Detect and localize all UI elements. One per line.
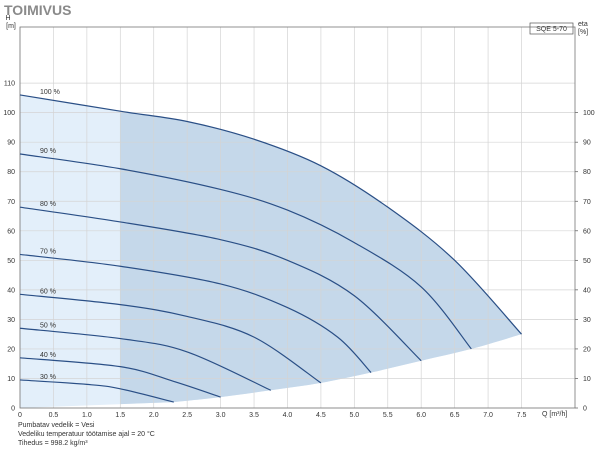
y-tick-label: 100 xyxy=(3,110,15,117)
curve-label: 50 % xyxy=(40,322,56,329)
x-tick-label: 2.5 xyxy=(182,412,192,419)
product-box xyxy=(529,22,574,35)
curve-label: 90 % xyxy=(40,148,56,155)
curve-label: 30 % xyxy=(40,374,56,381)
note: Vedeliku temperatuur töötamise ajal = 20… xyxy=(18,430,155,438)
y-tick-label: 30 xyxy=(7,317,15,324)
speed-curve xyxy=(19,327,272,391)
curve-label: 80 % xyxy=(40,201,56,208)
x-tick-label: 3.0 xyxy=(216,412,226,419)
curve-label: 100 % xyxy=(40,89,60,96)
x-tick-label: 5.5 xyxy=(383,412,393,419)
y-axis-label: H xyxy=(5,15,10,22)
curve-label: 60 % xyxy=(40,288,56,295)
x-tick-label: 6.5 xyxy=(450,412,460,419)
y2-tick-label: 60 xyxy=(583,228,591,235)
x-tick-label: 4.0 xyxy=(283,412,293,419)
x-tick-label: 1.5 xyxy=(115,412,125,419)
speed-curve xyxy=(19,94,522,335)
y-tick-label: 10 xyxy=(7,376,15,383)
y2-tick-label: 70 xyxy=(583,199,591,206)
curve-label: 70 % xyxy=(40,248,56,255)
y2-axis-unit: [%] xyxy=(578,29,588,36)
y2-tick-label: 100 xyxy=(583,110,595,117)
y-tick-label: 0 xyxy=(11,406,15,413)
curve-label: 40 % xyxy=(40,352,56,359)
x-tick-label: 7.0 xyxy=(483,412,493,419)
y2-axis-label: eta xyxy=(578,21,588,28)
x-tick-label: 3.5 xyxy=(249,412,259,419)
y-tick-label: 40 xyxy=(7,287,15,294)
y2-tick-label: 10 xyxy=(583,376,591,383)
y2-tick-label: 80 xyxy=(583,169,591,176)
speed-curve xyxy=(19,379,174,403)
y2-tick-label: 30 xyxy=(583,317,591,324)
plot-frame xyxy=(19,26,576,409)
chart-title: TOIMIVUS xyxy=(4,2,71,18)
speed-curve xyxy=(19,293,322,384)
x-tick-label: 5.0 xyxy=(349,412,359,419)
x-tick-label: 6.0 xyxy=(416,412,426,419)
y2-tick-label: 40 xyxy=(583,287,591,294)
y2-tick-label: 90 xyxy=(583,140,591,147)
y-tick-label: 110 xyxy=(4,81,15,88)
y-axis-unit: [m] xyxy=(6,23,16,30)
y-tick-label: 60 xyxy=(7,228,15,235)
y2-tick-label: 20 xyxy=(583,346,591,353)
x-tick-label: 4.5 xyxy=(316,412,326,419)
y-tick-label: 70 xyxy=(7,199,15,206)
y-tick-label: 80 xyxy=(7,169,15,176)
y2-tick-label: 50 xyxy=(583,258,591,265)
x-tick-label: 0.5 xyxy=(49,412,59,419)
x-axis-label: Q [m³/h] xyxy=(542,411,567,418)
speed-curve xyxy=(19,206,422,362)
note: Tihedus = 998.2 kg/m³ xyxy=(18,440,88,447)
x-tick-label: 2.0 xyxy=(149,412,159,419)
note: Pumbatav vedelik = Vesi xyxy=(18,422,95,429)
speed-curve xyxy=(19,357,221,398)
y2-tick-label: 0 xyxy=(583,406,587,413)
product-label: SQE 5-70 xyxy=(536,26,567,33)
y-tick-label: 50 xyxy=(7,258,15,265)
x-tick-label: 0 xyxy=(18,412,22,419)
y-tick-label: 90 xyxy=(7,140,15,147)
y-tick-label: 20 xyxy=(7,346,15,353)
x-tick-label: 7.5 xyxy=(517,412,527,419)
x-tick-label: 1.0 xyxy=(82,412,92,419)
speed-curve xyxy=(19,253,372,373)
speed-curve xyxy=(19,153,472,350)
